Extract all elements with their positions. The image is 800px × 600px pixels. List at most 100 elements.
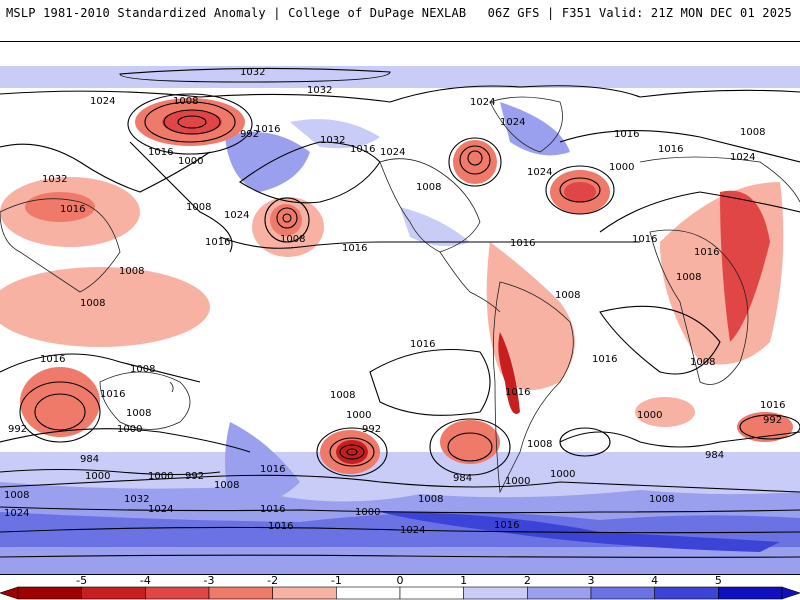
colorbar-segment <box>590 586 655 600</box>
isobar-label: 1008 <box>676 272 701 283</box>
isobar-label: 1008 <box>126 408 151 419</box>
isobar-label: 1000 <box>550 469 575 480</box>
isobar-label: 1024 <box>470 97 495 108</box>
colorbar-tick-label: -4 <box>139 574 151 587</box>
isobar-label: 992 <box>185 471 204 482</box>
isobar-label: 1016 <box>614 129 639 140</box>
isobar-label: 1008 <box>4 490 29 501</box>
aleutian-low-core <box>162 110 222 134</box>
isobar-label: 1000 <box>148 471 173 482</box>
isobar-label: 1008 <box>330 390 355 401</box>
isobar-label: 984 <box>453 473 472 484</box>
greenland-positive <box>500 102 570 156</box>
isobar-label: 1016 <box>494 520 519 531</box>
isobars <box>0 67 800 558</box>
isobar-label: 992 <box>763 415 782 426</box>
colorbar-segment <box>463 586 528 600</box>
isobar-label: 1016 <box>410 339 435 350</box>
isobar-label: 1032 <box>42 174 67 185</box>
isobar-label: 984 <box>80 454 99 465</box>
colorbar-tick-label: -5 <box>76 574 88 587</box>
colorbar-segment <box>81 586 146 600</box>
south-pacific-low-core <box>336 440 368 464</box>
isobar-label: 1016 <box>205 237 230 248</box>
isobar-label: 992 <box>8 424 27 435</box>
south-pacific-positive <box>225 422 300 505</box>
isobar-label: 1008 <box>555 290 580 301</box>
alaska-positive <box>290 119 380 149</box>
colorbar-segment <box>17 586 82 600</box>
isobar-label: 1000 <box>178 156 203 167</box>
colorbar-segments <box>0 586 800 600</box>
isobar-label: 1016 <box>40 354 65 365</box>
isobar-label: 1016 <box>342 243 367 254</box>
colorbar-tick-label: 2 <box>523 574 531 587</box>
indian-ocean-anomaly <box>20 367 100 437</box>
colorbar-tick-label: 1 <box>460 574 468 587</box>
isobar-label: 1024 <box>148 504 173 515</box>
east-africa-anomaly <box>720 190 770 342</box>
colorbar-segment <box>336 586 401 600</box>
colorbar-tick-label: 5 <box>714 574 722 587</box>
isobar-label: 1024 <box>4 508 29 519</box>
isobar-label: 1016 <box>694 247 719 258</box>
arctic-positive-band <box>0 66 800 88</box>
isobar-label: 1024 <box>500 117 525 128</box>
colorbar <box>0 586 800 600</box>
isobar-label: 1016 <box>60 204 85 215</box>
isobar-label: 1000 <box>117 424 142 435</box>
isobar-label: 1016 <box>632 234 657 245</box>
isobar-label: 1032 <box>124 494 149 505</box>
colorbar-tick-label: -2 <box>267 574 279 587</box>
isobar-label: 1016 <box>510 238 535 249</box>
isobar-label: 1016 <box>100 389 125 400</box>
isobar-label: 1016 <box>260 504 285 515</box>
atlantic-low-core <box>564 182 596 202</box>
isobar-label: 1016 <box>260 464 285 475</box>
isobar-label: 1000 <box>609 162 634 173</box>
south-atlantic-anomaly <box>440 420 500 464</box>
central-pacific-core <box>270 204 302 236</box>
isobar-label: 1024 <box>224 210 249 221</box>
isobar-label: 1008 <box>130 364 155 375</box>
maritime-continent-anomaly <box>0 267 210 347</box>
colorbar-segment <box>272 586 337 600</box>
isobar-label: 1032 <box>307 85 332 96</box>
isobar-label: 1016 <box>505 387 530 398</box>
isobar-label: 1008 <box>649 494 674 505</box>
isobar-label: 1000 <box>85 471 110 482</box>
isobar-label: 1008 <box>119 266 144 277</box>
isobar-label: 1008 <box>80 298 105 309</box>
isobar-label: 1032 <box>240 67 265 78</box>
coastlines <box>0 96 800 494</box>
isobar-label: 1016 <box>658 144 683 155</box>
isobar-label: 1000 <box>355 507 380 518</box>
isobar-label: 1016 <box>760 400 785 411</box>
andes-anomaly <box>498 332 520 414</box>
anomaly-map: 1032 1032 1024 1008 992 1016 1016 1000 1… <box>0 41 800 575</box>
isobar-label: 1000 <box>505 476 530 487</box>
isobar-label: 992 <box>362 424 381 435</box>
south-america-anomaly <box>486 242 575 390</box>
isobar-label: 1008 <box>740 127 765 138</box>
north-pacific-positive <box>225 132 310 192</box>
isobar-label: 992 <box>240 129 259 140</box>
colorbar-segment <box>654 586 719 600</box>
colorbar-segment <box>399 586 464 600</box>
isobar-label: 1008 <box>416 182 441 193</box>
isobar-label: 1008 <box>690 357 715 368</box>
isobar-label: 1008 <box>214 480 239 491</box>
isobar-label: 1024 <box>90 96 115 107</box>
colorbar-arrow-left <box>0 586 19 600</box>
isobar-label: 1000 <box>346 410 371 421</box>
colorbar-tick-label: -3 <box>203 574 215 587</box>
contour-labels: 1032 1032 1024 1008 992 1016 1016 1000 1… <box>4 67 785 536</box>
isobar-label: 1016 <box>350 144 375 155</box>
colorbar-tick-label: 3 <box>587 574 595 587</box>
isobar-label: 1008 <box>418 494 443 505</box>
colorbar-arrow-right <box>781 586 800 600</box>
isobar-label: 1016 <box>255 124 280 135</box>
map-svg: 1032 1032 1024 1008 992 1016 1016 1000 1… <box>0 66 800 574</box>
isobar-label: 1024 <box>527 167 552 178</box>
isobar-label: 1000 <box>637 410 662 421</box>
